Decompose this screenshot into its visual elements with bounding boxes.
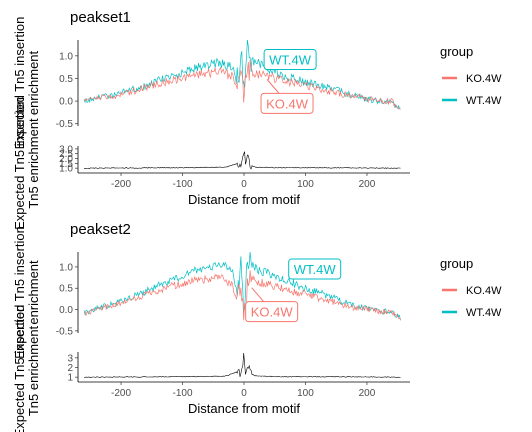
panel-peakset1: peakset1-0.50.00.51.0 WT.4WKO.4W1.01.52.0… <box>12 9 502 230</box>
top-y-tick-label: 1.0 <box>59 51 73 62</box>
bottom-y-tick-label: 1.0 <box>59 164 73 175</box>
series-line-KO.4W <box>83 270 401 321</box>
legend-label-WT.4W: WT.4W <box>466 95 502 107</box>
x-tick-label: 0 <box>241 179 247 190</box>
bottom-y-tick-label: 3.0 <box>59 144 73 155</box>
legend: group KO.4W WT.4W <box>440 256 502 319</box>
x-tick-label: 200 <box>359 179 376 190</box>
annotation-WT.4W: WT.4W <box>263 48 317 70</box>
panel-title: peakset2 <box>70 221 131 238</box>
annotation-label: KO.4W <box>266 96 309 111</box>
legend-label-KO.4W: KO.4W <box>466 73 502 85</box>
bottom-y-tick-label: 2.0 <box>59 154 73 165</box>
annotation-label: WT.4W <box>294 262 337 277</box>
bottom-y-tick-label: 2.5 <box>59 149 73 160</box>
legend: group KO.4W WT.4W <box>440 44 502 107</box>
annotation-WT.4W: WT.4W <box>288 258 342 280</box>
annotation-box <box>245 301 299 323</box>
x-tick-label: 0 <box>241 388 247 399</box>
annotation-KO.4W: KO.4W <box>245 287 299 323</box>
annotation-KO.4W: KO.4W <box>260 79 314 114</box>
bottom-y-tick-label: 2 <box>67 363 73 374</box>
panel-title: peakset1 <box>70 9 131 26</box>
legend-title: group <box>440 44 473 59</box>
series-line-KO.4W <box>83 60 401 110</box>
top-y-tick-label: 1.0 <box>59 262 73 273</box>
top-y-tick-label: 0.5 <box>59 74 73 85</box>
top-y-tick-label: 0.0 <box>59 97 73 108</box>
top-y-tick-label: -0.5 <box>56 326 74 337</box>
legend-title: group <box>440 256 473 271</box>
y-axis-label-bottom-line1: Expected Tn5 insertion <box>12 97 27 230</box>
annotation-leader <box>266 79 280 94</box>
bottom-y-tick-label: 1.5 <box>59 159 73 170</box>
y-axis-label-top-line1: Expected Tn5 insertion <box>12 17 27 150</box>
x-tick-label: -100 <box>173 388 193 399</box>
bottom-y-tick-label: 1 <box>67 373 73 384</box>
y-axis-label-bottom-line1: Expected Tn5 insertion <box>12 305 27 432</box>
annotation-box <box>288 258 342 280</box>
x-tick-label: -100 <box>173 179 193 190</box>
top-y-tick-label: -0.5 <box>56 119 74 130</box>
x-axis-label: Distance from motif <box>188 401 300 416</box>
annotation-label: WT.4W <box>269 52 312 67</box>
y-axis-label-bottom-line2: Tn5 enrichment <box>26 325 41 416</box>
bottom-y-tick-label: 3 <box>67 353 73 364</box>
series-line-WT.4W <box>83 251 401 321</box>
y-axis-label-top-line1: Expected Tn5 insertion <box>12 226 27 359</box>
panel-peakset2: peakset2 -0.5 0.0 0.5 1.0 WT.4W KO.4W 123 -200 -1… <box>12 221 502 432</box>
enrichment-line <box>84 352 401 378</box>
legend-label-WT.4W: WT.4W <box>466 307 502 319</box>
x-tick-label: -200 <box>111 179 131 190</box>
annotation-leader <box>251 287 265 303</box>
top-y-tick-label: 0.0 <box>59 305 73 316</box>
y-axis-label-top-line2: enrichment <box>26 50 41 115</box>
x-tick-label: 100 <box>297 388 314 399</box>
annotation-box <box>263 48 317 70</box>
x-axis-label: Distance from motif <box>188 192 300 207</box>
legend-label-KO.4W: KO.4W <box>466 285 502 297</box>
top-y-tick-label: 0.5 <box>59 284 73 295</box>
enrichment-line <box>84 151 401 170</box>
y-axis-label-bottom-line2: Tn5 enrichment <box>26 118 41 209</box>
series-line-WT.4W <box>83 39 401 110</box>
annotation-box <box>260 92 314 114</box>
panels: peakset1-0.50.00.51.0 WT.4WKO.4W1.01.52.0… <box>12 9 502 432</box>
x-tick-label: -200 <box>111 388 131 399</box>
annotation-label: KO.4W <box>251 305 294 320</box>
x-tick-label: 100 <box>297 179 314 190</box>
y-axis-label-top-line2: enrichment <box>26 260 41 325</box>
x-tick-label: 200 <box>359 388 376 399</box>
